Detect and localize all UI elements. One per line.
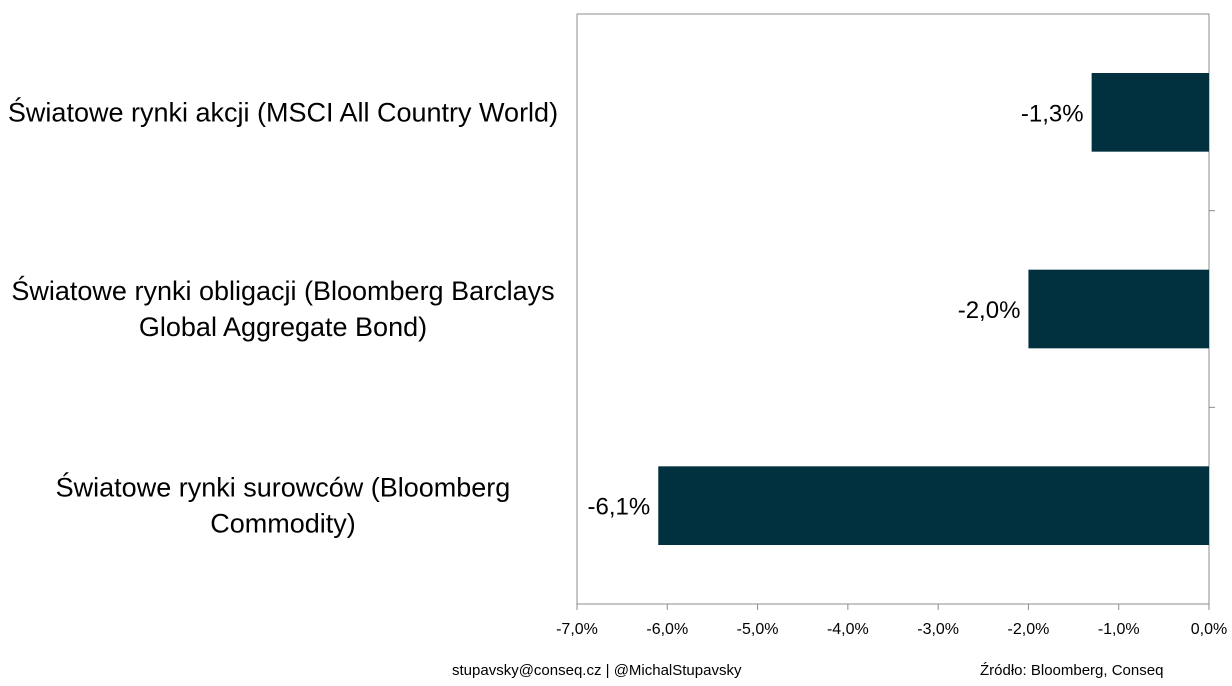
category-label: Światowe rynki akcji (MSCI All Country W… xyxy=(8,95,558,127)
x-tick-label: -4,0% xyxy=(827,621,869,638)
x-tick-label: -7,0% xyxy=(556,621,598,638)
bar xyxy=(1091,73,1209,152)
bar xyxy=(658,466,1209,545)
category-labels-layer: Światowe rynki akcji (MSCI All Country W… xyxy=(8,95,558,538)
x-tick-label: -2,0% xyxy=(1008,621,1050,638)
x-tick-label: -1,0% xyxy=(1098,621,1140,638)
x-tick-label: -5,0% xyxy=(737,621,779,638)
category-label: Światowe rynki surowców (Bloomberg Commod… xyxy=(56,471,511,539)
data-label: -1,3% xyxy=(1021,100,1084,127)
x-tick-label: 0,0% xyxy=(1191,621,1227,638)
bar xyxy=(1028,269,1209,349)
data-labels-layer: -1,3% -2,0% -6,1% xyxy=(588,100,1084,520)
x-tick-label: -3,0% xyxy=(917,621,959,638)
x-axis: -7,0% -6,0% -5,0% -4,0% -3,0% -2,0% -1,0% 0,0% xyxy=(556,210,1227,638)
bars-layer xyxy=(658,73,1209,545)
data-label: -6,1% xyxy=(588,494,651,521)
data-label: -2,0% xyxy=(958,297,1021,324)
footer-source: Źródło: Bloomberg, Conseq xyxy=(980,662,1164,679)
x-tick-label: -6,0% xyxy=(646,621,688,638)
category-label: Światowe rynki obligacji (Bloomberg Barc… xyxy=(11,274,554,342)
footer-contact: stupavsky@conseq.cz | @MichalStupavsky xyxy=(452,662,742,679)
